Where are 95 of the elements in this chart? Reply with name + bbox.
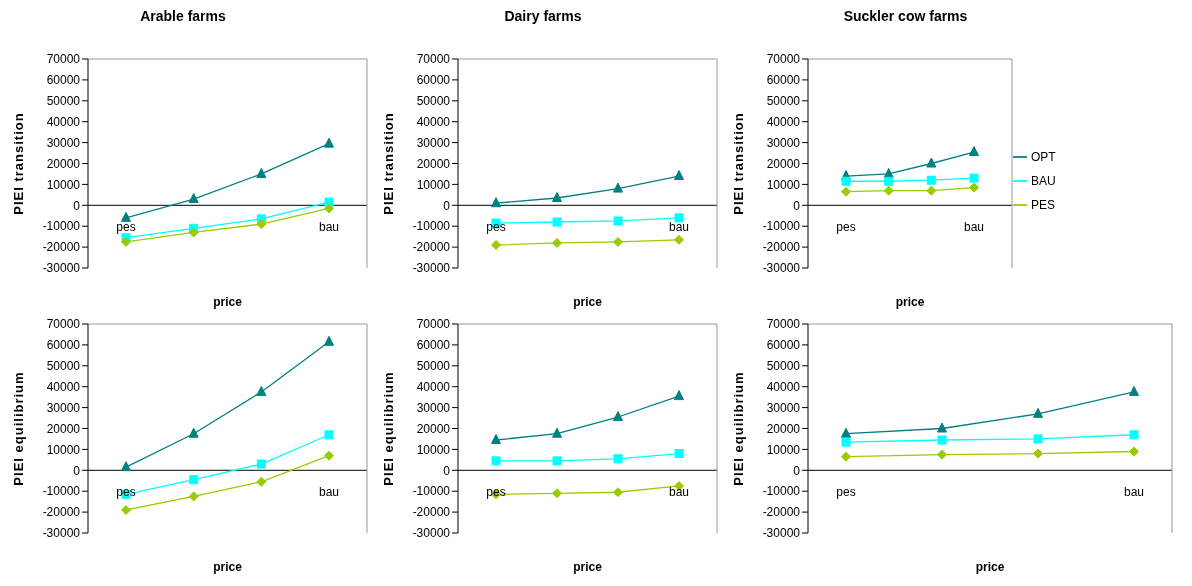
y-tick-label: -20000 xyxy=(762,505,801,520)
y-tick-label: -30000 xyxy=(762,261,801,276)
y-tick-label: 40000 xyxy=(416,114,451,129)
y-tick-label: -20000 xyxy=(42,240,81,255)
y-axis-title: PIEI transition xyxy=(730,112,746,215)
y-tick-label: 20000 xyxy=(46,156,81,171)
x-tick-label: pes xyxy=(486,220,506,234)
y-tick-label: 60000 xyxy=(46,73,81,88)
x-tick-label: pes xyxy=(116,485,136,499)
chart-title: Arable farms xyxy=(139,8,227,26)
y-tick-label: -10000 xyxy=(762,484,801,499)
y-tick-label: 50000 xyxy=(46,94,81,109)
x-tick-label: bau xyxy=(1123,485,1145,499)
y-tick-label: -20000 xyxy=(412,240,451,255)
y-tick-label: 40000 xyxy=(416,379,451,394)
y-tick-label: 60000 xyxy=(766,338,801,353)
y-axis-title: PIEI transition xyxy=(10,112,26,215)
y-tick-label: 0 xyxy=(443,198,451,213)
x-axis-title: price xyxy=(895,295,925,309)
chart-title: Suckler cow farms xyxy=(842,8,969,26)
y-tick-label: 60000 xyxy=(416,338,451,353)
y-tick-label: -30000 xyxy=(762,526,801,541)
y-tick-label: 70000 xyxy=(416,52,451,67)
x-axis-title: price xyxy=(573,560,603,574)
y-tick-label: 70000 xyxy=(416,317,451,332)
y-tick-label: -20000 xyxy=(42,505,81,520)
y-tick-label: 70000 xyxy=(766,52,801,67)
y-tick-label: 40000 xyxy=(766,379,801,394)
x-axis-title: price xyxy=(975,560,1005,574)
y-tick-label: -30000 xyxy=(412,261,451,276)
y-tick-label: 10000 xyxy=(766,177,801,192)
x-tick-label: pes xyxy=(836,220,856,234)
y-tick-label: 20000 xyxy=(416,421,451,436)
y-tick-label: 10000 xyxy=(46,177,81,192)
y-tick-label: 60000 xyxy=(766,73,801,88)
y-axis-title: PIEI equilibrium xyxy=(10,371,26,486)
y-tick-label: 50000 xyxy=(766,94,801,109)
y-tick-label: 30000 xyxy=(766,400,801,415)
y-tick-label: 50000 xyxy=(46,359,81,374)
y-tick-label: 20000 xyxy=(416,156,451,171)
x-tick-label: pes xyxy=(116,220,136,234)
y-tick-label: 30000 xyxy=(46,400,81,415)
y-tick-label: -10000 xyxy=(412,484,451,499)
y-tick-label: 30000 xyxy=(416,400,451,415)
y-axis-title: PIEI equilibrium xyxy=(730,371,746,486)
y-tick-label: 70000 xyxy=(766,317,801,332)
y-tick-label: 10000 xyxy=(766,442,801,457)
y-tick-label: 20000 xyxy=(766,421,801,436)
y-tick-label: 0 xyxy=(443,463,451,478)
x-axis-title: price xyxy=(573,295,603,309)
y-tick-label: -10000 xyxy=(42,484,81,499)
y-tick-label: -20000 xyxy=(762,240,801,255)
x-tick-label: bau xyxy=(668,485,690,499)
y-tick-label: 60000 xyxy=(416,73,451,88)
y-tick-label: 10000 xyxy=(416,177,451,192)
y-tick-label: -30000 xyxy=(412,526,451,541)
x-axis-title: price xyxy=(213,295,243,309)
y-tick-label: 0 xyxy=(73,198,81,213)
y-tick-label: 30000 xyxy=(416,135,451,150)
x-tick-label: pes xyxy=(836,485,856,499)
x-axis-title: price xyxy=(213,560,243,574)
y-axis-title: PIEI equilibrium xyxy=(380,371,396,486)
legend-label: BAU xyxy=(1031,173,1056,188)
y-axis-title: PIEI transition xyxy=(380,112,396,215)
y-tick-label: 0 xyxy=(793,198,801,213)
y-tick-label: 50000 xyxy=(766,359,801,374)
y-tick-label: 0 xyxy=(73,463,81,478)
y-tick-label: 70000 xyxy=(46,52,81,67)
y-tick-label: 40000 xyxy=(46,114,81,129)
x-tick-label: bau xyxy=(318,485,340,499)
y-tick-label: 30000 xyxy=(766,135,801,150)
y-tick-label: 20000 xyxy=(46,421,81,436)
y-tick-label: -10000 xyxy=(412,219,451,234)
y-tick-label: 0 xyxy=(793,463,801,478)
y-tick-label: 40000 xyxy=(766,114,801,129)
y-tick-label: 40000 xyxy=(46,379,81,394)
y-tick-label: 10000 xyxy=(416,442,451,457)
legend-label: OPT xyxy=(1031,149,1056,164)
y-tick-label: 10000 xyxy=(46,442,81,457)
y-tick-label: 30000 xyxy=(46,135,81,150)
x-tick-label: bau xyxy=(668,220,690,234)
y-tick-label: -10000 xyxy=(42,219,81,234)
y-tick-label: 50000 xyxy=(416,94,451,109)
y-tick-label: 50000 xyxy=(416,359,451,374)
y-tick-label: 60000 xyxy=(46,338,81,353)
y-tick-label: 20000 xyxy=(766,156,801,171)
y-tick-label: -20000 xyxy=(412,505,451,520)
y-tick-label: -30000 xyxy=(42,261,81,276)
x-tick-label: bau xyxy=(963,220,985,234)
y-tick-label: 70000 xyxy=(46,317,81,332)
chart-title: Dairy farms xyxy=(503,8,583,26)
y-tick-label: -30000 xyxy=(42,526,81,541)
legend-label: PES xyxy=(1031,197,1056,212)
y-tick-label: -10000 xyxy=(762,219,801,234)
x-tick-label: bau xyxy=(318,220,340,234)
